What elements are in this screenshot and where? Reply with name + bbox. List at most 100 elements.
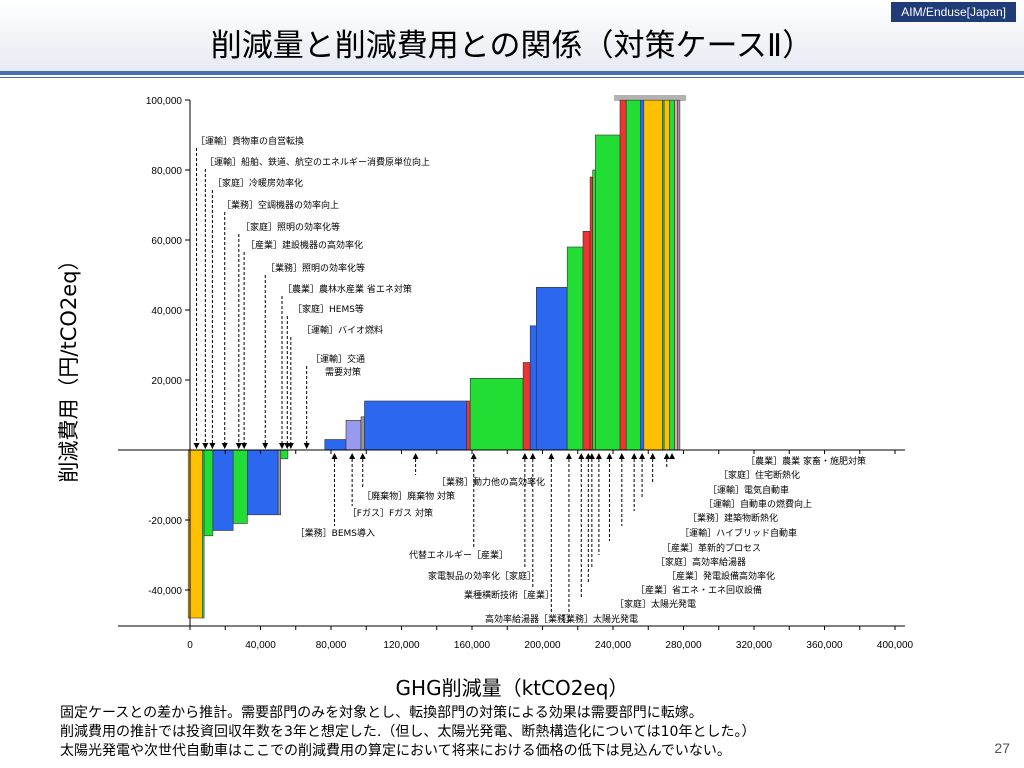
chart-bar <box>566 246 584 451</box>
leader-arrowhead <box>606 453 613 459</box>
leader-arrowhead <box>209 443 216 449</box>
bottom-annotation-label: 高効率給湯器［業務］ <box>485 613 575 625</box>
top-annotation-label: ［運輸］交通 <box>311 353 365 365</box>
bottom-annotation-label: ［運輸］電気自動車 <box>708 484 789 496</box>
chart-bar <box>232 449 248 524</box>
bottom-annotation-label: 業種横断技術［産業］ <box>464 589 554 601</box>
chart-bar <box>345 419 362 451</box>
chart-bar <box>324 439 347 451</box>
leader-arrowhead <box>669 453 676 459</box>
header-rule <box>0 71 1024 75</box>
leader-arrowhead <box>262 443 269 449</box>
leader-arrowhead <box>565 453 572 459</box>
leader-arrowhead <box>235 443 242 449</box>
chart-bar <box>639 99 645 451</box>
leader-arrowhead <box>618 453 625 459</box>
chart-bar <box>674 99 678 451</box>
leader-arrowhead <box>412 453 419 459</box>
leader-arrowhead <box>578 453 585 459</box>
top-annotation-label: ［業務］照明の効率化等 <box>266 262 365 274</box>
top-annotation-label: ［運輸］船舶、鉄道、航空のエネルギー消費原単位向上 <box>205 156 430 168</box>
chart-bar <box>469 377 524 451</box>
y-tick-label: 80,000 <box>151 166 182 177</box>
chart-bar <box>247 449 279 516</box>
footnote-line: 太陽光発電や次世代自動車はここでの削減費用の算定において将来における価格の低下は… <box>60 743 731 759</box>
footnotes: 固定ケースとの差から推計。需要部門のみを対象とし、転換部門の対策による効果は需要… <box>60 704 755 761</box>
bottom-annotation-label: ［業務］太陽光発電 <box>557 613 638 625</box>
chart-bar <box>669 99 676 451</box>
bottom-annotation-label: ［業務］BEMS導入 <box>296 527 375 539</box>
chart-bar <box>619 99 627 451</box>
leader-arrowhead <box>241 443 248 449</box>
leader-arrowhead <box>529 453 536 459</box>
chart-bar <box>280 449 289 460</box>
bottom-annotation-label: ［家庭］高効率給湯器 <box>656 556 746 568</box>
chart-bar <box>589 176 593 451</box>
leader-arrowhead <box>631 453 638 459</box>
chart-bar <box>592 169 596 451</box>
x-tick-label: 240,000 <box>595 640 632 651</box>
bottom-annotation-label: ［廃棄物］廃棄物 対策 <box>362 490 455 502</box>
y-tick-label: 20,000 <box>151 376 182 387</box>
leader-arrowhead <box>359 453 366 459</box>
bottom-annotation-label: ［家庭］太陽光発電 <box>615 598 696 610</box>
y-axis-label: 削減費用（円/tCO2eq） <box>57 249 81 483</box>
x-tick-label: 40,000 <box>245 640 276 651</box>
x-tick-label: 360,000 <box>806 640 843 651</box>
x-axis-label: GHG削減量（ktCO2eq） <box>395 676 629 700</box>
leader-arrowhead <box>588 453 595 459</box>
top-annotation-label: ［家庭］照明の効率化等 <box>241 221 340 233</box>
leader-arrowhead <box>649 453 656 459</box>
y-tick-label: 40,000 <box>151 306 182 317</box>
bottom-annotation-label: ［家庭］住宅断熱化 <box>719 469 800 481</box>
chart-bar <box>582 231 591 451</box>
leader-arrowhead <box>279 443 286 449</box>
top-annotation-label: ［産業］建設機器の高効率化 <box>246 239 363 251</box>
y-tick-label: -20,000 <box>148 516 182 527</box>
top-annotation-label: ［農業］農林水産業 省エネ対策 <box>283 283 412 295</box>
source-tag: AIM/Enduse[Japan] <box>891 2 1016 22</box>
chart-bar <box>522 362 531 451</box>
chart-bar <box>360 416 365 451</box>
leader-arrowhead <box>595 453 602 459</box>
bottom-annotation-label: ［Fガス］Fガス 対策 <box>348 507 433 519</box>
chart-bar <box>663 99 670 451</box>
chart-bar <box>625 99 641 451</box>
x-tick-label: 120,000 <box>383 640 420 651</box>
leader-arrowhead <box>287 443 294 449</box>
x-tick-label: 80,000 <box>316 640 347 651</box>
top-annotation-label: ［運輸］バイオ燃料 <box>302 324 383 336</box>
chart-bar <box>364 400 467 451</box>
slide-header: AIM/Enduse[Japan] 削減量と削減費用との関係（対策ケースⅡ） <box>0 0 1024 72</box>
x-tick-label: 400,000 <box>877 640 914 651</box>
leader-arrowhead <box>349 453 356 459</box>
leader-arrowhead <box>521 453 528 459</box>
top-annotation-label: ［家庭］HEMS等 <box>293 303 364 315</box>
leader-arrowhead <box>221 443 228 449</box>
x-tick-label: 160,000 <box>454 640 491 651</box>
bottom-annotation-label: ［業務］動力他の高効率化 <box>437 476 545 488</box>
top-annotation-label: ［運輸］貨物車の自営転換 <box>196 135 304 147</box>
page-number: 27 <box>994 740 1010 756</box>
bottom-annotation-label: ［産業］革新的プロセス <box>662 542 761 554</box>
chart-bar <box>203 449 214 537</box>
y-tick-label: -40,000 <box>148 586 182 597</box>
y-tick-label: 100,000 <box>146 96 183 107</box>
leader-arrowhead <box>303 443 310 449</box>
x-tick-label: 0 <box>187 640 193 651</box>
leader-arrowhead <box>331 453 338 459</box>
x-tick-label: 280,000 <box>665 640 702 651</box>
bottom-annotation-label: ［運輸］自動車の燃費向上 <box>704 498 812 510</box>
chart-bar <box>277 449 282 516</box>
chart-bar <box>643 99 663 451</box>
bottom-annotation-label: ［業務］建築物断熱化 <box>688 512 778 524</box>
chart-bar <box>212 449 234 531</box>
x-tick-label: 200,000 <box>524 640 561 651</box>
bottom-annotation-label: 代替エネルギー［産業］ <box>409 549 508 561</box>
bottom-annotation-label: ［農業］農業 家畜・施肥対策 <box>746 455 866 467</box>
leader-arrowhead <box>663 453 670 459</box>
leader-arrowhead <box>202 443 209 449</box>
bottom-annotation-label: ［産業］省エネ・エネ回収設備 <box>636 584 762 596</box>
footnote-line: 削減費用の推計では投資回収年数を3年と想定した.（但し、太陽光発電、断熱構造化に… <box>60 724 756 740</box>
